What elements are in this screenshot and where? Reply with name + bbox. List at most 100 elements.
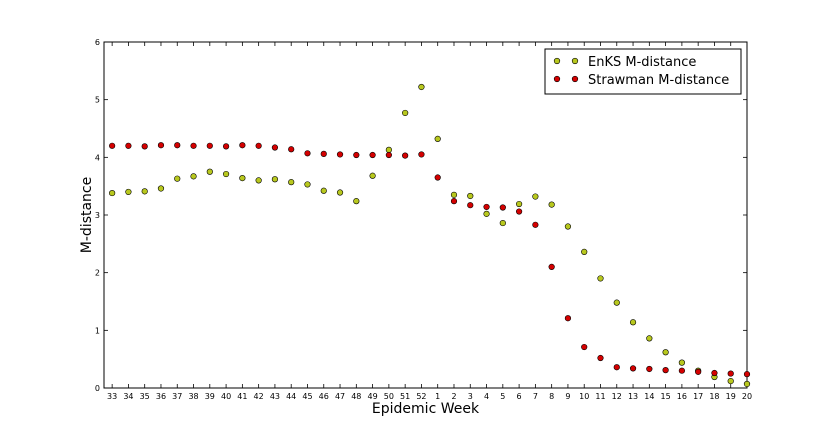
x-tick-label: 43 bbox=[270, 392, 280, 401]
x-tick-label: 17 bbox=[693, 392, 703, 401]
data-point-strawman bbox=[483, 203, 490, 211]
data-point-strawman bbox=[629, 365, 637, 372]
x-tick-label: 18 bbox=[709, 392, 719, 401]
data-point-enks bbox=[141, 188, 148, 195]
legend-marker-strawman bbox=[571, 75, 579, 83]
data-point-strawman bbox=[288, 146, 295, 153]
x-tick-label: 34 bbox=[123, 392, 133, 401]
data-point-strawman bbox=[320, 150, 327, 157]
data-point-enks bbox=[109, 189, 116, 197]
x-tick-label: 47 bbox=[335, 392, 345, 401]
x-tick-label: 14 bbox=[644, 392, 654, 401]
x-tick-label: 52 bbox=[416, 392, 426, 401]
data-point-strawman bbox=[125, 142, 132, 149]
data-point-enks bbox=[304, 181, 311, 188]
x-tick-label: 2 bbox=[451, 392, 456, 401]
data-point-strawman bbox=[548, 263, 555, 271]
x-tick-label: 11 bbox=[595, 392, 605, 401]
x-tick-label: 3 bbox=[468, 392, 473, 401]
data-point-strawman bbox=[727, 370, 734, 377]
data-point-enks bbox=[157, 185, 165, 192]
data-point-enks bbox=[320, 187, 327, 194]
data-points bbox=[109, 83, 751, 388]
x-tick-label: 8 bbox=[549, 392, 554, 401]
x-tick-label: 10 bbox=[579, 392, 589, 401]
data-point-enks bbox=[271, 176, 279, 183]
data-point-enks bbox=[369, 172, 376, 179]
data-point-strawman bbox=[695, 368, 702, 375]
x-tick-label: 4 bbox=[484, 392, 489, 401]
data-point-strawman bbox=[385, 151, 392, 159]
legend-marker-strawman bbox=[553, 75, 561, 83]
x-tick-label: 48 bbox=[351, 392, 361, 401]
data-point-enks bbox=[353, 198, 360, 205]
data-point-strawman bbox=[711, 369, 718, 377]
data-point-strawman bbox=[678, 367, 685, 374]
data-point-enks bbox=[646, 335, 653, 342]
data-point-enks bbox=[434, 135, 441, 142]
data-point-enks bbox=[678, 359, 685, 366]
data-point-enks bbox=[516, 200, 523, 208]
data-point-enks bbox=[548, 201, 555, 208]
data-point-strawman bbox=[222, 143, 230, 150]
x-tick-label: 13 bbox=[628, 392, 638, 401]
data-point-enks bbox=[613, 299, 620, 306]
x-tick-label: 9 bbox=[565, 392, 570, 401]
x-tick-label: 42 bbox=[254, 392, 264, 401]
data-point-enks bbox=[385, 146, 392, 153]
x-tick-label: 5 bbox=[500, 392, 505, 401]
x-tick-label: 46 bbox=[319, 392, 329, 401]
x-tick-label: 19 bbox=[726, 392, 736, 401]
y-tick-label: 6 bbox=[95, 38, 100, 47]
legend-label-strawman: Strawman M-distance bbox=[588, 73, 729, 88]
data-point-strawman bbox=[109, 142, 116, 149]
data-point-strawman bbox=[174, 142, 181, 149]
data-point-enks bbox=[467, 192, 474, 200]
x-tick-label: 33 bbox=[107, 392, 117, 401]
legend: EnKS M-distance Strawman M-distance bbox=[544, 48, 742, 95]
data-point-strawman bbox=[581, 343, 588, 351]
data-point-enks bbox=[222, 170, 230, 178]
legend-label-enks: EnKS M-distance bbox=[588, 55, 696, 70]
data-point-strawman bbox=[743, 371, 751, 378]
data-point-enks bbox=[190, 173, 197, 180]
y-tick-label: 0 bbox=[95, 384, 100, 393]
data-point-strawman bbox=[336, 151, 344, 158]
data-point-enks bbox=[174, 175, 181, 182]
y-tick-label: 1 bbox=[95, 326, 100, 335]
data-point-strawman bbox=[369, 151, 376, 159]
data-point-enks bbox=[336, 189, 344, 196]
y-axis-title: M-distance bbox=[79, 177, 95, 253]
data-point-strawman bbox=[613, 364, 620, 371]
data-point-enks bbox=[743, 380, 751, 388]
x-tick-label: 35 bbox=[140, 392, 150, 401]
x-tick-label: 36 bbox=[156, 392, 166, 401]
x-axis-title: Epidemic Week bbox=[372, 401, 480, 417]
data-point-enks bbox=[450, 191, 458, 198]
data-point-enks bbox=[288, 179, 295, 186]
axis-ticks: 33 34 35 36 37 38 39 40 41 42 43 44 45 46 47 48 49 50 51 52… bbox=[95, 38, 752, 401]
data-point-strawman bbox=[516, 208, 523, 215]
data-point-strawman bbox=[271, 144, 279, 151]
data-point-strawman bbox=[434, 174, 441, 181]
data-point-strawman bbox=[157, 142, 165, 149]
data-point-enks bbox=[402, 109, 409, 117]
legend-marker-enks bbox=[553, 57, 561, 65]
data-point-enks bbox=[239, 174, 246, 182]
x-tick-label: 6 bbox=[517, 392, 522, 401]
data-point-enks bbox=[125, 188, 132, 196]
x-tick-label: 49 bbox=[368, 392, 378, 401]
y-tick-label: 3 bbox=[95, 211, 100, 220]
x-tick-label: 38 bbox=[188, 392, 198, 401]
data-point-enks bbox=[629, 319, 637, 326]
data-point-enks bbox=[727, 377, 734, 385]
data-point-strawman bbox=[467, 202, 474, 209]
x-tick-label: 50 bbox=[384, 392, 394, 401]
data-point-strawman bbox=[255, 142, 262, 149]
data-point-strawman bbox=[141, 143, 148, 150]
data-point-strawman bbox=[499, 204, 506, 211]
y-tick-label: 5 bbox=[95, 96, 100, 105]
data-point-strawman bbox=[418, 151, 425, 158]
